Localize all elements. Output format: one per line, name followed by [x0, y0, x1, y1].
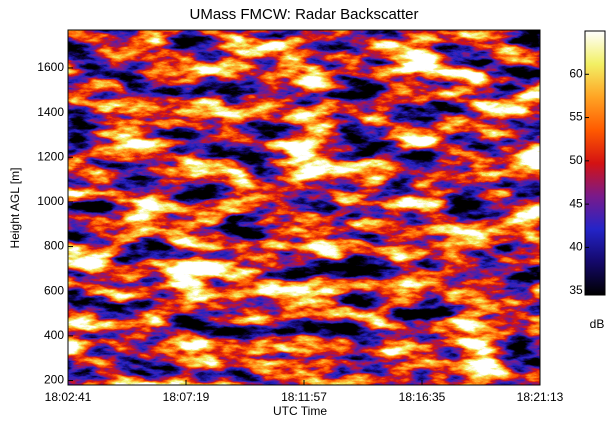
y-tick-label: 1000 — [37, 194, 64, 208]
x-tick-label: 18:11:57 — [281, 390, 327, 404]
x-tick-label: 18:02:41 — [45, 390, 92, 404]
colorbar-tick-label: 35 — [569, 283, 583, 297]
y-tick-label: 1600 — [37, 60, 64, 74]
colorbar — [585, 31, 605, 295]
y-tick-label: 1200 — [37, 149, 64, 163]
colorbar-tick-label: 50 — [569, 153, 583, 167]
chart-title: UMass FMCW: Radar Backscatter — [190, 6, 419, 23]
colorbar-tick-label: 60 — [569, 66, 583, 80]
chart: UMass FMCW: Radar Backscatter UTC Time H… — [0, 0, 610, 421]
x-tick-label: 18:16:35 — [399, 390, 446, 404]
y-tick-label: 1400 — [37, 105, 64, 119]
colorbar-tick-label: 55 — [569, 110, 583, 124]
y-tick-label: 600 — [44, 283, 64, 297]
x-axis-label: UTC Time — [273, 404, 327, 418]
colorbar-tick-label: 45 — [569, 196, 583, 210]
y-axis-label: Height AGL [m] — [8, 168, 22, 249]
y-tick-label: 200 — [44, 373, 64, 387]
colorbar-tick-label: 40 — [569, 240, 583, 254]
y-tick-label: 800 — [44, 239, 64, 253]
page: UMass FMCW: Radar Backscatter UTC Time H… — [0, 0, 610, 421]
radar-image — [68, 30, 540, 385]
x-tick-label: 18:21:13 — [517, 390, 564, 404]
x-tick-label: 18:07:19 — [163, 390, 210, 404]
colorbar-label: dB — [590, 317, 605, 331]
y-tick-label: 400 — [44, 328, 64, 342]
